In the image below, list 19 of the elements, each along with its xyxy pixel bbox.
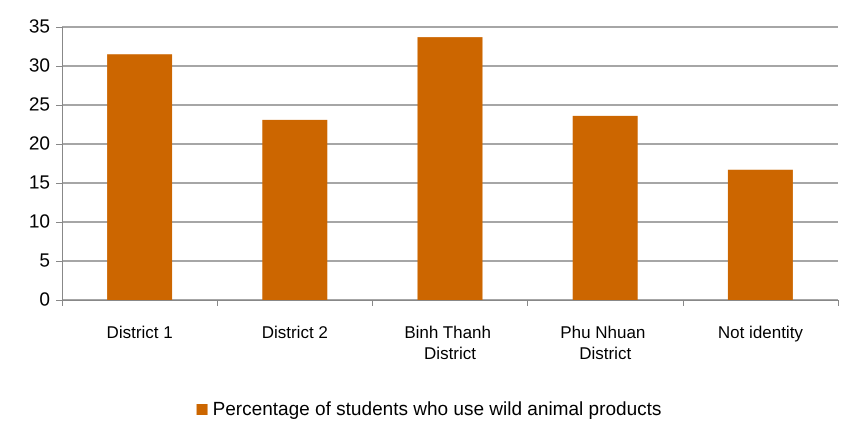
y-tick-label: 5 (39, 250, 50, 272)
x-tick-label: Phu Nhuan District (560, 323, 650, 363)
bar (262, 120, 328, 300)
y-tick-label: 10 (28, 212, 50, 232)
x-tick-label: District 1 (106, 323, 173, 342)
x-tick-label: District 2 (262, 323, 328, 342)
y-tick-label: 35 (28, 16, 50, 38)
bar (728, 170, 793, 300)
y-tick-label: 25 (28, 94, 50, 116)
y-tick-label: 0 (39, 290, 50, 310)
y-tick-label: 15 (28, 172, 50, 194)
bar (572, 116, 638, 300)
bar (418, 37, 482, 300)
legend-label: Percentage of students who use wild animal products (212, 399, 662, 420)
y-tick-label: 20 (28, 134, 50, 154)
x-tick-label: Not identity (718, 323, 804, 342)
x-tick-label: Binh Thanh District (404, 323, 496, 363)
y-tick-label: 30 (28, 56, 50, 76)
bar (107, 54, 172, 300)
